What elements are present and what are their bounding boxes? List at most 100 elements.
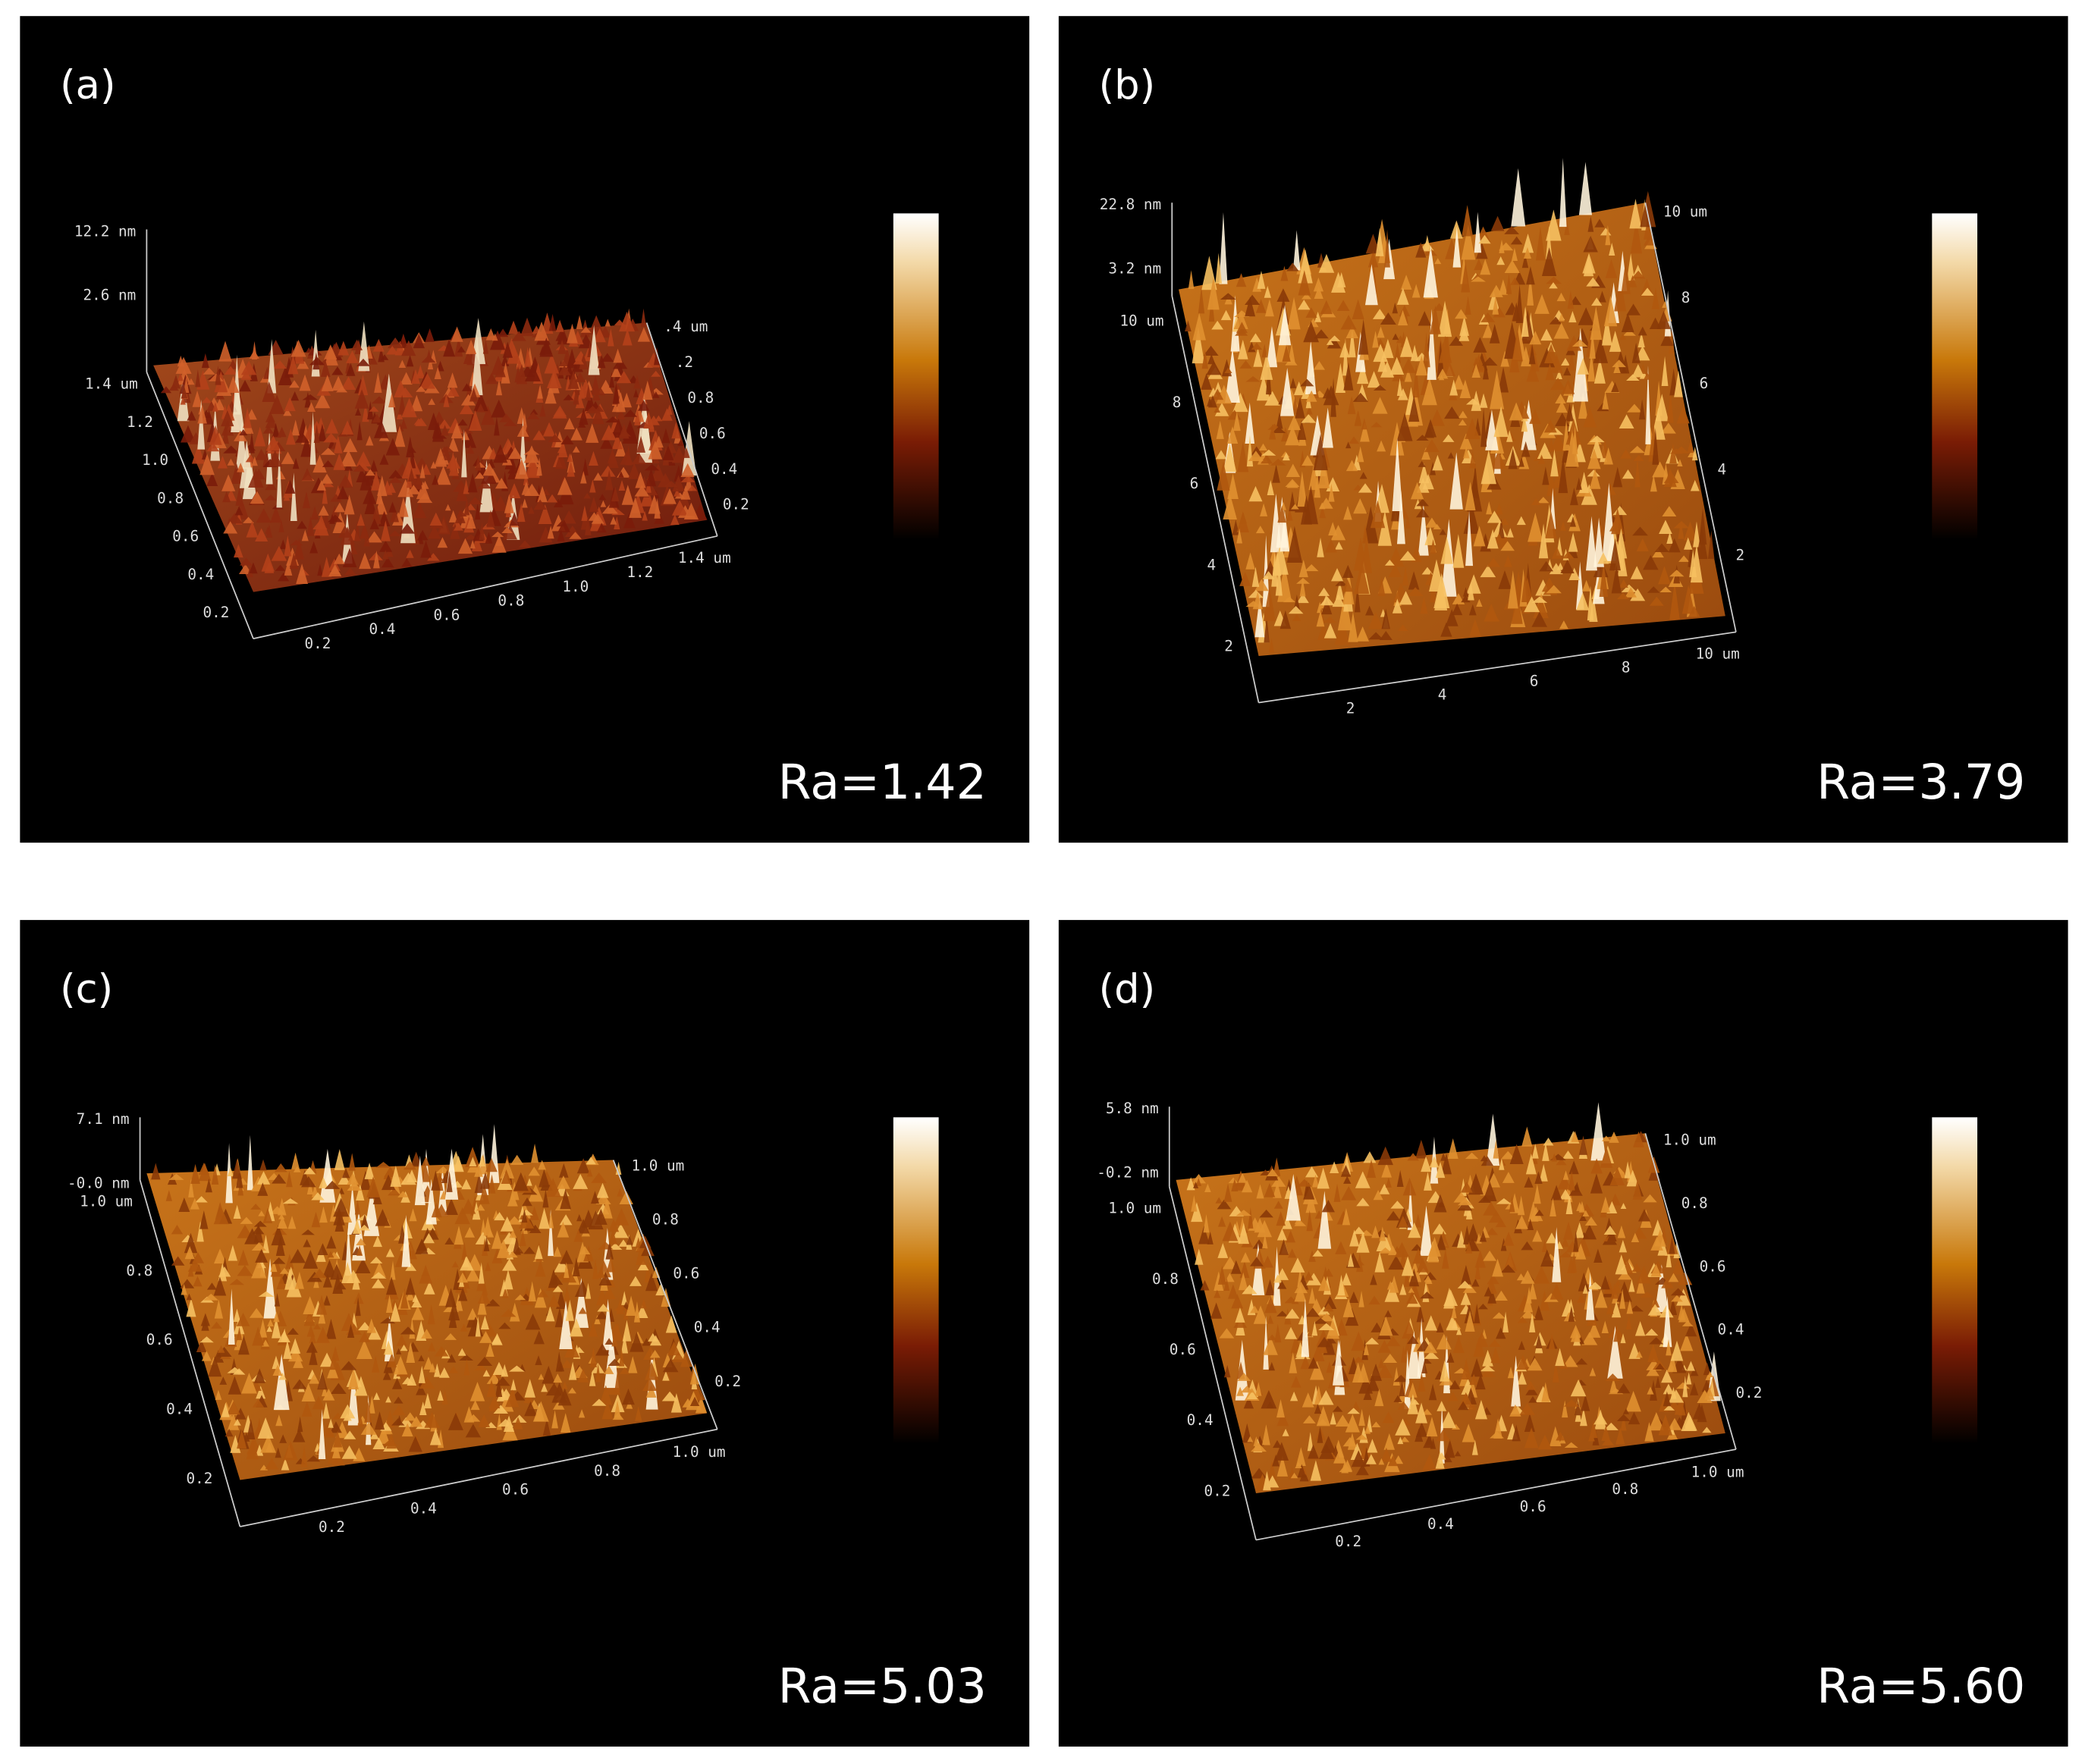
surface-peak — [605, 416, 620, 423]
surface-peak — [1663, 1295, 1672, 1348]
surface-peak — [396, 1334, 407, 1346]
surface-peak — [459, 402, 474, 415]
surface-peak — [1660, 422, 1676, 434]
surface-peak — [616, 371, 632, 384]
surface-peak — [589, 1347, 598, 1367]
surface-peak — [1388, 547, 1405, 567]
surface-peak — [341, 1313, 357, 1332]
surface-peak — [1647, 586, 1660, 593]
surface-peak — [292, 1379, 307, 1389]
surface-peak — [283, 1442, 298, 1461]
surface-peak — [1509, 402, 1524, 421]
surface-peak — [1503, 554, 1512, 567]
surface-peak — [418, 1354, 425, 1361]
surface-peak — [297, 1416, 303, 1433]
surface-peak — [1600, 1146, 1613, 1168]
surface-peak — [1603, 1279, 1615, 1295]
surface-peak — [275, 1447, 281, 1458]
surface-peak — [1297, 419, 1307, 441]
surface-peak — [1440, 622, 1452, 637]
side-tick-label: .4 um — [664, 318, 708, 335]
surface-peak — [1372, 397, 1388, 414]
y-tick-label: 0.2 — [186, 1470, 212, 1487]
surface-peak — [1591, 297, 1603, 306]
surface-peak — [235, 487, 243, 506]
surface-peak — [385, 1248, 394, 1257]
side-tick-label: 0.8 — [687, 389, 714, 406]
surface-peak — [423, 1392, 432, 1409]
surface-peak — [447, 385, 460, 397]
surface-peak — [1371, 1421, 1381, 1428]
surface-peak — [1389, 1276, 1399, 1293]
surface-peak — [322, 460, 334, 467]
surface-peak — [209, 425, 222, 445]
surface-peak — [1203, 1213, 1210, 1233]
surface-peak — [1427, 1242, 1440, 1263]
surface-peak — [1565, 418, 1581, 445]
surface-peak — [614, 1304, 629, 1311]
surface-peak — [1446, 1352, 1455, 1363]
surface-peak — [1313, 361, 1326, 370]
surface-peak — [1425, 1432, 1433, 1445]
surface-peak — [620, 1334, 629, 1354]
surface-peak — [492, 1361, 506, 1376]
surface-peak — [1687, 439, 1694, 454]
y-tick-label: 8 — [1173, 394, 1182, 411]
surface-peak — [327, 1445, 338, 1464]
surface-peak — [1611, 1301, 1622, 1318]
surface-peak — [1634, 457, 1641, 488]
surface-peak — [257, 1417, 274, 1439]
surface-peak — [228, 1288, 235, 1345]
surface-peak — [1397, 1216, 1408, 1228]
surface-peak — [1347, 395, 1356, 415]
surface-peak — [1421, 377, 1437, 406]
surface-peak — [1377, 1339, 1392, 1353]
surface-peak — [1636, 1351, 1643, 1358]
surface-peak — [1363, 1343, 1369, 1355]
surface-peak — [186, 1293, 193, 1301]
surface-peak — [1226, 426, 1239, 444]
surface-peak — [275, 564, 286, 571]
surface-peak — [1396, 287, 1409, 305]
surface-peak — [385, 1276, 397, 1295]
surface-peak — [362, 403, 369, 422]
surface-peak — [196, 1339, 207, 1352]
surface-peak — [1549, 316, 1562, 325]
surface-peak — [1298, 270, 1311, 296]
surface-peak — [406, 549, 414, 558]
surface-peak — [1517, 1371, 1527, 1385]
surface-peak — [1621, 259, 1631, 294]
surface-peak — [369, 518, 379, 529]
surface-peak — [1582, 253, 1596, 274]
side-tick-label: 0.2 — [1735, 1384, 1762, 1401]
surface-peak — [608, 328, 614, 347]
surface-peak — [1335, 1241, 1347, 1254]
surface-peak — [1207, 353, 1216, 365]
surface-peak — [556, 1289, 567, 1309]
surface-peak — [1336, 300, 1350, 312]
surface-peak — [372, 413, 382, 423]
surface-peak — [477, 1294, 487, 1315]
surface-peak — [1493, 532, 1505, 544]
surface-peak — [1500, 541, 1515, 551]
surface-peak — [382, 550, 389, 560]
surface-peak — [560, 1188, 571, 1210]
surface-peak — [1219, 212, 1228, 284]
surface-peak — [1264, 1182, 1276, 1197]
surface-peak — [1254, 596, 1265, 638]
surface-peak — [481, 406, 495, 425]
surface-peak — [199, 1210, 209, 1229]
surface-peak — [1227, 473, 1239, 499]
surface-peak — [1563, 367, 1571, 376]
surface-peak — [290, 340, 306, 357]
surface-peak — [619, 1367, 630, 1374]
surface-peak — [1479, 393, 1488, 408]
surface-peak — [1502, 1172, 1515, 1183]
surface-peak — [1380, 312, 1396, 325]
surface-peak — [1475, 1373, 1486, 1390]
surface-peak — [493, 1254, 500, 1260]
colorbar — [893, 213, 939, 541]
surface-peak — [662, 1370, 670, 1381]
axis-line — [1258, 631, 1737, 704]
